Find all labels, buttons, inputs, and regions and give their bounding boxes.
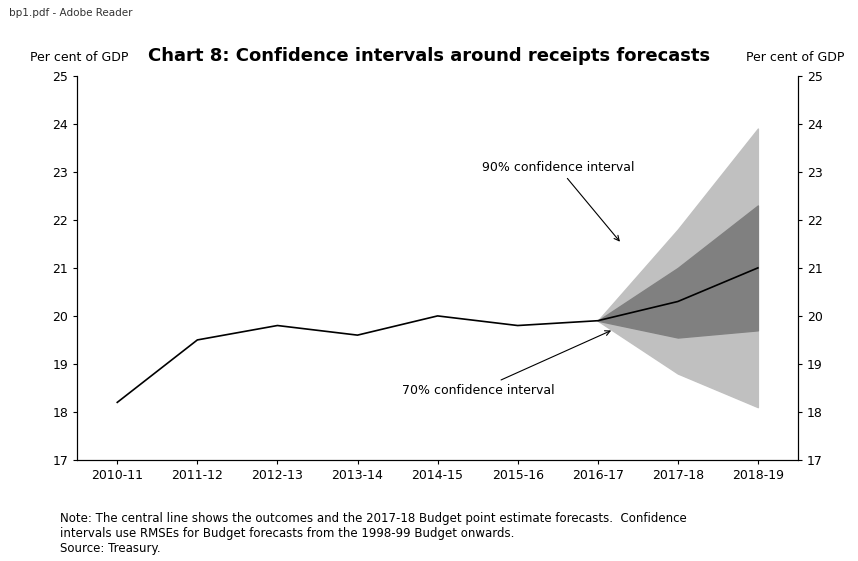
Text: bp1.pdf - Adobe Reader: bp1.pdf - Adobe Reader <box>9 8 132 17</box>
Text: Chart 8: Confidence intervals around receipts forecasts: Chart 8: Confidence intervals around rec… <box>148 47 710 65</box>
Text: 70% confidence interval: 70% confidence interval <box>402 331 610 397</box>
Text: Note: The central line shows the outcomes and the 2017-18 Budget point estimate : Note: The central line shows the outcome… <box>60 512 686 555</box>
Text: Per cent of GDP: Per cent of GDP <box>746 51 845 64</box>
Text: 90% confidence interval: 90% confidence interval <box>481 160 634 241</box>
Text: Per cent of GDP: Per cent of GDP <box>30 51 129 64</box>
